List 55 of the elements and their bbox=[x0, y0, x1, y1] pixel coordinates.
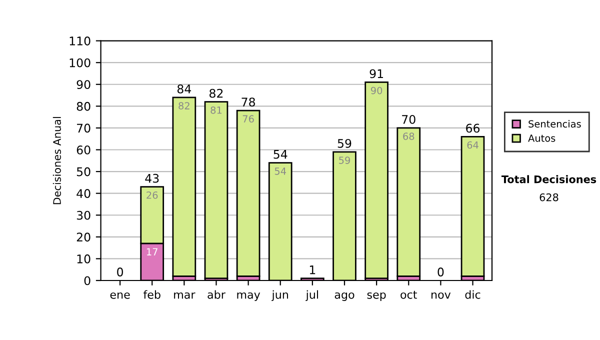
data-label: 68 bbox=[403, 132, 414, 140]
legend-label: Sentencias bbox=[528, 120, 581, 128]
total-label: 78 bbox=[242, 98, 256, 106]
total-label: 66 bbox=[466, 124, 480, 133]
y-tick-label: 0 bbox=[84, 276, 90, 286]
data-label: 59 bbox=[339, 156, 350, 164]
y-tick-label: 70 bbox=[77, 124, 90, 133]
x-tick-label: sep bbox=[367, 292, 386, 301]
total-label: 84 bbox=[177, 84, 192, 94]
data-label: 54 bbox=[274, 168, 286, 175]
y-tick-label: 80 bbox=[76, 102, 90, 111]
y-tick-label: 30 bbox=[76, 210, 90, 220]
total-label: 43 bbox=[145, 174, 159, 183]
data-label: 26 bbox=[146, 191, 158, 199]
y-tick-label: 60 bbox=[76, 145, 90, 154]
legend-label: Autos bbox=[528, 134, 556, 142]
total-label: 54 bbox=[274, 150, 288, 159]
x-tick-label: mar bbox=[174, 292, 196, 299]
data-label: 81 bbox=[210, 106, 222, 114]
x-tick-label: jun bbox=[272, 290, 288, 301]
y-axis-title: Decisiones Anual bbox=[52, 117, 61, 204]
data-label: 76 bbox=[242, 115, 254, 123]
total-label: 0 bbox=[117, 268, 124, 276]
y-tick-label: 110 bbox=[70, 36, 90, 46]
bar bbox=[460, 136, 485, 277]
total-label: 82 bbox=[210, 88, 223, 98]
data-label: 82 bbox=[178, 102, 190, 110]
y-tick-label: 40 bbox=[76, 189, 90, 198]
total-label: 0 bbox=[438, 268, 444, 276]
bar bbox=[172, 96, 196, 277]
x-tick-label: nov bbox=[431, 292, 451, 299]
text: Total Decisiones bbox=[501, 175, 596, 184]
total-label: 59 bbox=[338, 138, 352, 148]
y-tick-label: 90 bbox=[76, 80, 90, 90]
x-tick-label: ago bbox=[334, 292, 354, 301]
x-tick-label: may bbox=[237, 292, 260, 301]
x-tick-label: oct bbox=[400, 290, 417, 299]
data-label: 90 bbox=[370, 86, 382, 94]
y-tick-label: 100 bbox=[70, 58, 90, 68]
text: 628 bbox=[540, 193, 558, 202]
y-tick-label: 10 bbox=[77, 254, 90, 264]
total-label: 1 bbox=[310, 266, 316, 274]
x-tick-label: feb bbox=[143, 290, 160, 299]
data-label: 17 bbox=[146, 248, 158, 256]
x-tick-label: abr bbox=[208, 290, 226, 299]
total-label: 70 bbox=[402, 115, 416, 124]
data-label: 64 bbox=[467, 141, 478, 149]
bar bbox=[396, 127, 421, 277]
y-tick-label: 50 bbox=[76, 167, 90, 176]
y-tick-label: 20 bbox=[76, 232, 90, 242]
x-tick-label: jul bbox=[306, 290, 318, 301]
total-label: 91 bbox=[370, 69, 383, 78]
x-tick-label: ene bbox=[110, 292, 130, 299]
x-tick-label: dic bbox=[465, 290, 480, 299]
bar bbox=[236, 110, 260, 277]
